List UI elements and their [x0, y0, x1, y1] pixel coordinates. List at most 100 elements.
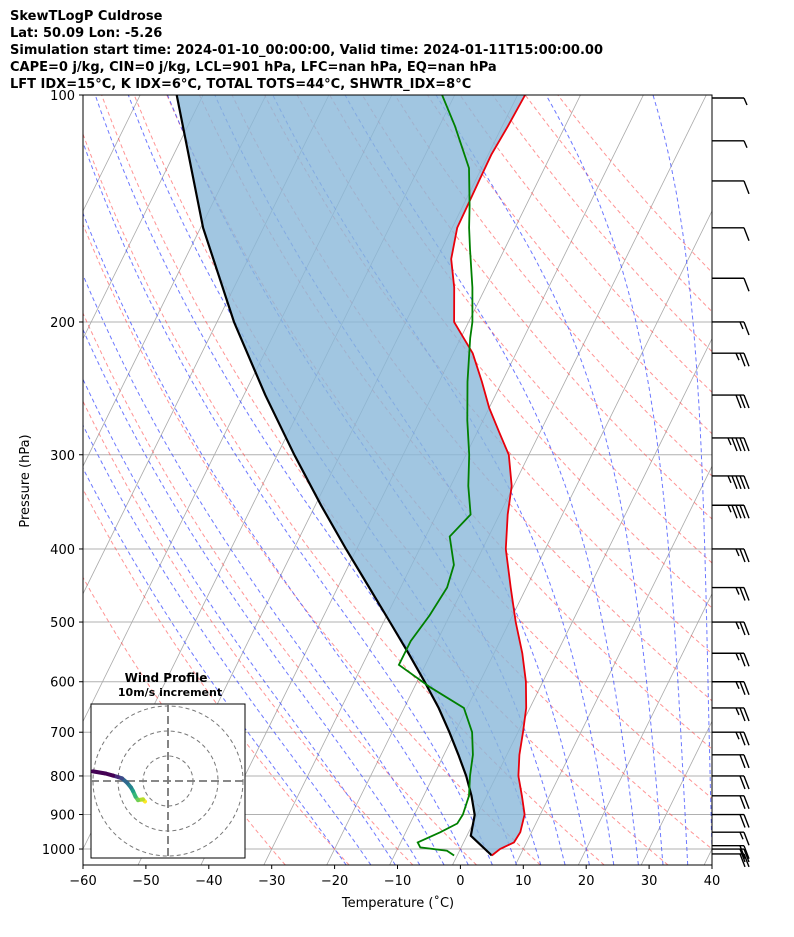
wind-barb-flag	[743, 731, 750, 746]
wind-barb-flag	[743, 848, 750, 863]
wind-barb-flag	[743, 587, 750, 601]
wind-barb-flag	[731, 504, 738, 519]
inset-plot	[91, 704, 245, 858]
y-tick-label: 700	[50, 726, 75, 741]
moist-adiabat	[652, 95, 712, 865]
wind-barb-flag	[735, 504, 742, 519]
x-tick-label: 40	[704, 874, 721, 889]
wind-barb-flag	[739, 394, 746, 409]
moist-adiabat	[435, 95, 664, 865]
wind-barb-flag	[739, 853, 746, 868]
wind-barb	[712, 97, 748, 106]
cape-cin-shading	[176, 95, 527, 856]
dry-adiabat	[83, 488, 350, 865]
chart-simulation-time: Simulation start time: 2024-01-10_00:00:…	[10, 43, 603, 58]
wind-barb	[712, 853, 750, 868]
wind-barb	[712, 586, 750, 601]
wind-barb-flag	[739, 814, 746, 828]
temperature-line	[450, 95, 528, 857]
wind-profile-inset	[90, 703, 246, 859]
chart-title: SkewTLogP Culdrose	[10, 9, 163, 24]
x-tick-label: −10	[384, 874, 411, 889]
wind-barb-flag	[739, 437, 746, 452]
wind-barb	[712, 775, 750, 790]
wind-barb-flag	[739, 352, 746, 367]
wind-barb-flag	[735, 475, 742, 490]
wind-barb-flag	[743, 775, 750, 790]
wind-barb-flag	[735, 437, 742, 452]
wind-barb-flag	[743, 652, 750, 667]
wind-barb-flag	[739, 621, 746, 636]
wind-barb-half-flag	[739, 321, 744, 330]
dry-adiabat	[83, 132, 605, 865]
wind-barb	[712, 321, 750, 336]
dry-adiabat	[83, 400, 414, 865]
wind-barb-half-flag	[735, 652, 740, 661]
isotherm-line	[515, 465, 712, 865]
dry-adiabat	[394, 95, 712, 477]
x-tick-label: −20	[321, 874, 348, 889]
chart-title-block: SkewTLogP Culdrose Lat: 50.09 Lon: -5.26…	[10, 8, 603, 93]
wind-barb	[712, 504, 750, 519]
wind-barb-half-flag	[735, 352, 740, 361]
moist-adiabat	[83, 467, 347, 865]
chart-stability-indices: CAPE=0 j/kg, CIN=0 j/kg, LCL=901 hPa, LF…	[10, 60, 497, 75]
wind-barb-flag	[739, 504, 746, 519]
wind-barb-flag	[739, 681, 746, 695]
inset-title: Wind Profile	[125, 671, 208, 685]
wind-barb-flag	[743, 831, 750, 846]
wind-barb-half-flag	[735, 707, 740, 716]
wind-barb	[712, 437, 750, 452]
x-axis-label: Temperature (˚C)	[341, 895, 454, 911]
x-tick-label: 10	[515, 874, 532, 889]
x-tick-label: 0	[456, 874, 464, 889]
y-tick-label: 600	[50, 676, 75, 691]
parcel-profile-line	[175, 95, 493, 857]
wind-barb-half-flag	[735, 548, 740, 557]
x-tick-label: −30	[258, 874, 285, 889]
wind-barb-flag	[743, 278, 750, 292]
wind-barb	[712, 754, 750, 769]
wind-barb-flag	[743, 475, 750, 490]
y-tick-label: 500	[50, 616, 75, 631]
wind-barb-flag	[743, 707, 750, 722]
wind-barb-flag	[743, 548, 750, 563]
wind-barb	[712, 140, 748, 149]
wind-barbs	[712, 97, 750, 868]
wind-barb-flag	[743, 845, 750, 859]
wind-barb-flag	[739, 707, 746, 722]
wind-barb	[712, 277, 750, 292]
wind-barb-half-flag	[743, 97, 748, 106]
chart-index-values: LFT IDX=15°C, K IDX=6°C, TOTAL TOTS=44°C…	[10, 77, 472, 92]
wind-barb	[712, 813, 750, 828]
wind-barb	[712, 845, 750, 859]
dry-adiabat	[198, 95, 712, 750]
y-tick-label: 100	[50, 89, 75, 104]
wind-barb-flag	[743, 437, 750, 452]
wind-barb-flag	[743, 853, 750, 868]
wind-barb-flag	[743, 681, 750, 695]
wind-barb-flag	[743, 621, 750, 636]
isotherm-line	[83, 95, 204, 340]
wind-barb	[712, 394, 750, 409]
y-tick-label: 1000	[42, 843, 75, 858]
wind-barb	[712, 848, 750, 863]
wind-barb-half-flag	[727, 437, 732, 446]
wind-barb-half-flag	[727, 475, 732, 484]
dry-adiabat	[231, 95, 712, 702]
wind-barb-flag	[743, 394, 750, 409]
moist-adiabat	[545, 95, 689, 865]
wind-barb	[712, 352, 750, 367]
moist-adiabat	[83, 424, 372, 865]
moist-adiabat	[83, 273, 445, 865]
wind-barb	[712, 681, 750, 695]
wind-barb	[712, 227, 750, 242]
dry-adiabat	[166, 95, 712, 800]
wind-barb	[712, 831, 750, 846]
wind-barb	[712, 731, 750, 746]
plot-data	[175, 95, 528, 857]
wind-barb-half-flag	[727, 504, 732, 513]
isotherm-line	[0, 95, 14, 865]
wind-barb-flag	[739, 845, 746, 859]
